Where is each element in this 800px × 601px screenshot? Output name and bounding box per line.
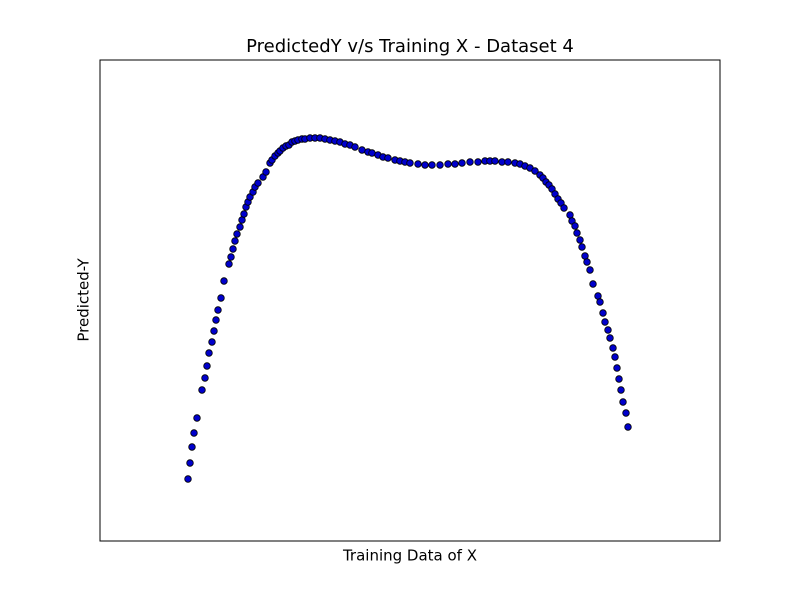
point	[229, 245, 237, 253]
point	[604, 326, 612, 334]
x-axis-label: Training Data of X	[342, 547, 477, 565]
point	[622, 409, 630, 417]
point	[201, 374, 209, 382]
point	[368, 149, 376, 157]
point	[560, 204, 568, 212]
point	[504, 158, 512, 166]
point	[594, 292, 602, 300]
point	[474, 158, 482, 166]
point	[601, 318, 609, 326]
point	[358, 146, 366, 154]
point	[188, 443, 196, 451]
point	[220, 277, 228, 285]
point	[466, 158, 474, 166]
point	[225, 260, 233, 268]
point	[581, 252, 589, 260]
point	[609, 344, 617, 352]
point	[208, 338, 216, 346]
point	[576, 236, 584, 244]
plot-frame	[99, 59, 721, 542]
point	[414, 160, 422, 168]
point	[193, 414, 201, 422]
point	[566, 211, 574, 219]
point	[613, 364, 621, 372]
point	[573, 229, 581, 237]
point	[571, 222, 579, 230]
point	[578, 243, 586, 251]
point	[240, 210, 248, 218]
point	[198, 386, 206, 394]
point	[203, 362, 211, 370]
point	[624, 423, 632, 431]
point	[186, 459, 194, 467]
point	[428, 161, 436, 169]
point	[619, 398, 627, 406]
point	[491, 157, 499, 165]
point	[421, 161, 429, 169]
point	[384, 154, 392, 162]
point	[351, 143, 359, 151]
point	[617, 386, 625, 394]
point	[458, 159, 466, 167]
point	[262, 168, 270, 176]
point	[233, 230, 241, 238]
point	[451, 160, 459, 168]
point	[596, 298, 604, 306]
point	[583, 258, 591, 266]
point	[210, 327, 218, 335]
point	[212, 316, 220, 324]
point	[190, 429, 198, 437]
chart-title: PredictedY v/s Training X - Dataset 4	[246, 36, 574, 57]
point	[406, 159, 414, 167]
point	[531, 167, 539, 175]
point	[615, 375, 623, 383]
point	[254, 179, 262, 187]
point	[231, 237, 239, 245]
point	[227, 253, 235, 261]
point	[586, 266, 594, 274]
point	[444, 160, 452, 168]
point	[214, 306, 222, 314]
point	[436, 161, 444, 169]
point	[184, 475, 192, 483]
point	[599, 309, 607, 317]
point	[606, 334, 614, 342]
point	[589, 280, 597, 288]
y-axis-label: Predicted-Y	[75, 258, 93, 342]
point	[238, 216, 246, 224]
point	[611, 353, 619, 361]
point	[205, 349, 213, 357]
point	[217, 294, 225, 302]
point	[236, 223, 244, 231]
